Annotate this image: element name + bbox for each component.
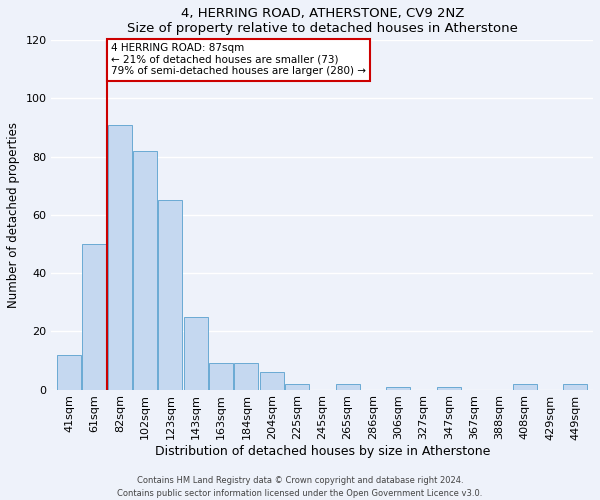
Y-axis label: Number of detached properties: Number of detached properties bbox=[7, 122, 20, 308]
Bar bbox=[209, 364, 233, 390]
Bar bbox=[437, 386, 461, 390]
Bar bbox=[184, 317, 208, 390]
X-axis label: Distribution of detached houses by size in Atherstone: Distribution of detached houses by size … bbox=[155, 445, 490, 458]
Bar bbox=[260, 372, 284, 390]
Bar bbox=[386, 386, 410, 390]
Bar bbox=[513, 384, 537, 390]
Text: Contains HM Land Registry data © Crown copyright and database right 2024.
Contai: Contains HM Land Registry data © Crown c… bbox=[118, 476, 482, 498]
Bar bbox=[108, 124, 132, 390]
Bar bbox=[133, 151, 157, 390]
Bar bbox=[563, 384, 587, 390]
Bar bbox=[335, 384, 359, 390]
Bar bbox=[285, 384, 309, 390]
Bar bbox=[57, 354, 81, 390]
Title: 4, HERRING ROAD, ATHERSTONE, CV9 2NZ
Size of property relative to detached house: 4, HERRING ROAD, ATHERSTONE, CV9 2NZ Siz… bbox=[127, 7, 518, 35]
Bar bbox=[158, 200, 182, 390]
Text: 4 HERRING ROAD: 87sqm
← 21% of detached houses are smaller (73)
79% of semi-deta: 4 HERRING ROAD: 87sqm ← 21% of detached … bbox=[111, 43, 366, 76]
Bar bbox=[82, 244, 107, 390]
Bar bbox=[235, 364, 259, 390]
